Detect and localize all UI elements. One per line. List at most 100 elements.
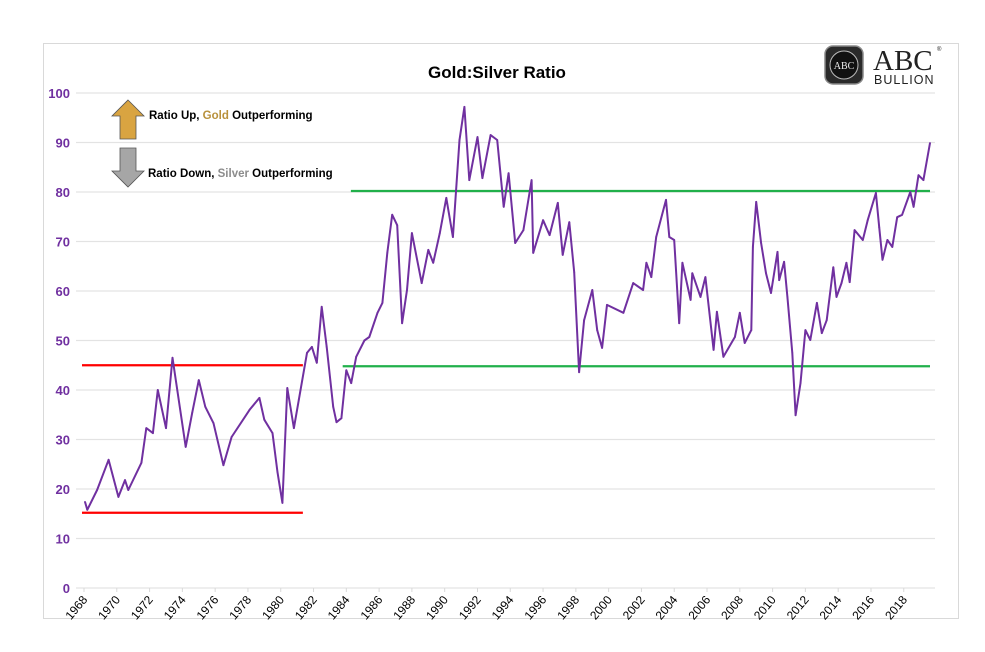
x-tick-label: 1984 <box>325 593 353 623</box>
logo-subtext: BULLION <box>874 73 935 87</box>
data-point <box>263 418 266 421</box>
data-point <box>681 261 684 264</box>
data-points <box>84 105 931 511</box>
data-point <box>530 179 533 182</box>
x-tick-label: 2006 <box>685 593 713 623</box>
data-point <box>438 232 441 234</box>
data-point <box>820 332 823 334</box>
data-point <box>191 411 194 414</box>
data-point <box>650 276 653 279</box>
data-point <box>791 351 794 354</box>
data-point <box>556 201 559 204</box>
data-point <box>583 319 585 322</box>
data-point <box>845 261 848 264</box>
data-point <box>171 356 174 359</box>
data-point <box>427 249 430 251</box>
data-point <box>699 296 702 298</box>
x-tick-label: 1968 <box>62 593 90 623</box>
logo-wordmark: ABC <box>873 45 933 77</box>
data-point <box>165 427 167 430</box>
data-point <box>401 322 403 325</box>
data-point <box>568 221 571 224</box>
data-point <box>909 191 912 193</box>
logo-registered-mark: ® <box>937 46 942 53</box>
data-point <box>107 458 110 461</box>
data-point <box>886 239 889 241</box>
data-point <box>815 301 818 304</box>
arrow-up-icon <box>111 99 145 140</box>
data-point <box>297 399 300 401</box>
x-tick-label: 1980 <box>259 593 287 623</box>
data-point <box>184 446 187 448</box>
data-point <box>799 382 802 384</box>
data-point <box>776 250 779 253</box>
data-point <box>804 329 807 332</box>
data-point <box>315 361 318 364</box>
y-tick-label: 60 <box>56 284 70 299</box>
data-point <box>840 282 843 284</box>
data-point <box>212 422 215 425</box>
data-point <box>874 192 877 194</box>
x-tick-label: 1988 <box>390 593 418 623</box>
data-point <box>712 349 715 351</box>
x-tick-label: 2008 <box>718 593 746 623</box>
chart-title: Gold:Silver Ratio <box>428 63 566 82</box>
data-point <box>145 427 148 430</box>
data-point <box>881 258 884 261</box>
data-point <box>848 281 851 283</box>
data-point <box>496 139 499 141</box>
data-point <box>704 276 707 279</box>
data-point <box>853 229 856 232</box>
x-tick-label: 1996 <box>521 593 549 623</box>
data-point <box>866 219 869 222</box>
x-tick-label: 2000 <box>587 593 615 623</box>
x-tick-label: 1976 <box>194 593 222 623</box>
data-point <box>127 489 130 491</box>
data-point <box>901 213 904 216</box>
abc-bullion-logo: ABC ABC ® BULLION <box>824 45 942 87</box>
data-point <box>673 239 676 241</box>
data-point <box>591 289 594 291</box>
x-tick-label: 2010 <box>751 593 779 623</box>
data-point <box>406 289 408 291</box>
data-point <box>691 272 694 275</box>
data-point <box>222 464 225 467</box>
x-tick-label: 1974 <box>161 593 189 623</box>
data-point <box>514 242 517 244</box>
data-point <box>715 310 718 313</box>
data-point <box>396 224 399 227</box>
data-point <box>542 219 544 222</box>
data-point <box>929 142 931 144</box>
data-point <box>738 311 741 314</box>
x-tick-label: 1986 <box>358 593 386 623</box>
x-tick-label: 1990 <box>423 593 451 623</box>
data-point <box>573 271 576 274</box>
data-point <box>451 236 454 238</box>
data-point <box>561 253 564 256</box>
x-tick-label: 2014 <box>817 593 845 623</box>
x-tick-label: 1998 <box>554 593 582 623</box>
data-point <box>335 421 338 424</box>
data-point <box>230 436 233 438</box>
data-point <box>665 199 667 201</box>
data-point <box>117 496 120 498</box>
data-point <box>532 251 535 254</box>
data-point <box>310 346 313 348</box>
data-point <box>743 342 746 344</box>
data-point <box>878 226 881 229</box>
data-point <box>722 355 725 358</box>
data-point <box>689 299 692 301</box>
x-tick-label: 2004 <box>653 593 681 623</box>
data-point <box>355 355 358 358</box>
data-point <box>151 432 154 434</box>
y-tick-label: 30 <box>56 433 70 448</box>
data-point <box>197 379 200 381</box>
x-tick-label: 1970 <box>95 593 123 623</box>
data-point <box>750 329 753 332</box>
data-point <box>463 105 466 108</box>
x-tick-label: 2018 <box>882 593 910 623</box>
data-point <box>286 387 289 389</box>
data-point <box>458 139 461 141</box>
data-point <box>507 172 510 175</box>
x-tick-label: 1978 <box>226 593 254 623</box>
